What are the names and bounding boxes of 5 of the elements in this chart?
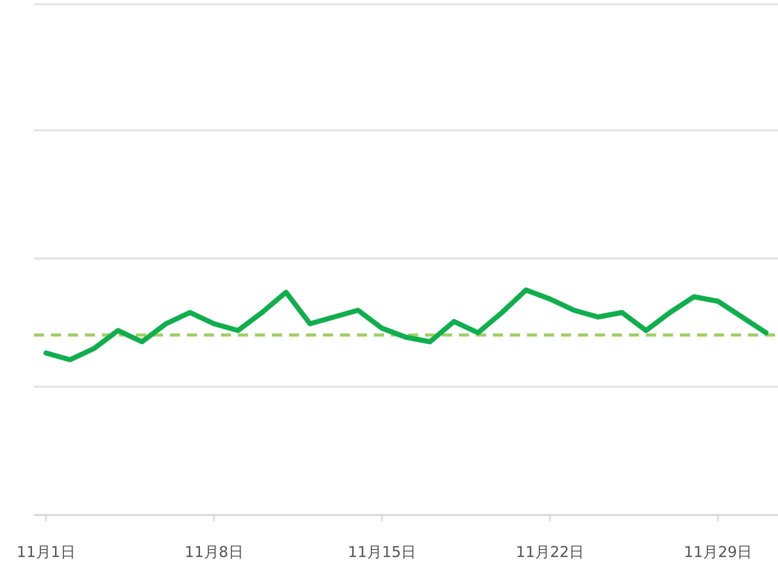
x-tick-label: 11月22日	[516, 543, 584, 561]
x-tick-label: 11月15日	[348, 543, 416, 561]
x-tick-label: 11月8日	[184, 543, 244, 561]
x-tick-label: 11月1日	[16, 543, 76, 561]
x-tick-label: 11月29日	[684, 543, 752, 561]
